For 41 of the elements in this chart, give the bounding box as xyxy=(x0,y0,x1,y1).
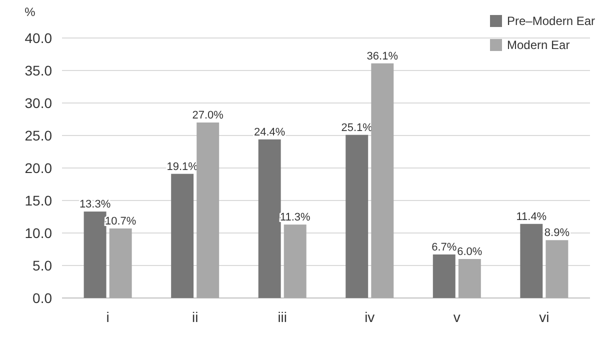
data-label: 24.4% xyxy=(254,126,286,138)
bar xyxy=(546,240,568,298)
x-tick-label: vi xyxy=(539,309,550,325)
y-tick-label: 35.0 xyxy=(24,62,52,78)
bar xyxy=(458,259,481,298)
bar xyxy=(84,212,106,298)
data-label: 25.1% xyxy=(341,122,373,134)
y-tick-label: 30.0 xyxy=(24,94,52,111)
data-label: 6.0% xyxy=(457,246,482,258)
y-tick-label: 15.0 xyxy=(24,192,52,208)
data-label: 36.1% xyxy=(366,50,398,62)
y-axis-title: % xyxy=(24,5,36,19)
data-label: 11.4% xyxy=(516,210,547,223)
y-tick-label: 40.0 xyxy=(24,30,52,46)
bar xyxy=(432,254,456,298)
y-tick-label: 25.0 xyxy=(24,127,52,144)
data-label: 19.1% xyxy=(166,160,198,173)
legend-label: Pre–Modern Ear xyxy=(507,14,596,28)
x-tick-label: iii xyxy=(278,309,288,325)
x-tick-label: i xyxy=(106,309,110,325)
legend-label: Modern Ear xyxy=(507,38,570,52)
bar xyxy=(346,134,368,298)
y-tick-label: 20.0 xyxy=(24,160,52,176)
bar xyxy=(196,122,220,298)
y-tick-label: 5.0 xyxy=(32,257,52,274)
data-label: 13.3% xyxy=(79,198,111,211)
x-tick-label: iv xyxy=(364,309,375,325)
data-label: 8.9% xyxy=(544,227,570,240)
x-tick-label: ii xyxy=(192,309,198,325)
data-label: 11.3% xyxy=(280,212,311,224)
bar xyxy=(109,228,132,298)
data-label: 6.7% xyxy=(432,241,457,254)
bar xyxy=(284,224,306,298)
data-label: 27.0% xyxy=(192,110,224,122)
x-tick-label: v xyxy=(453,309,460,325)
bar xyxy=(171,174,194,298)
bar xyxy=(371,63,394,298)
y-tick-label: 10.0 xyxy=(24,224,52,241)
y-tick-label: 0.0 xyxy=(32,290,52,306)
bar xyxy=(258,139,281,298)
bar xyxy=(520,224,543,298)
